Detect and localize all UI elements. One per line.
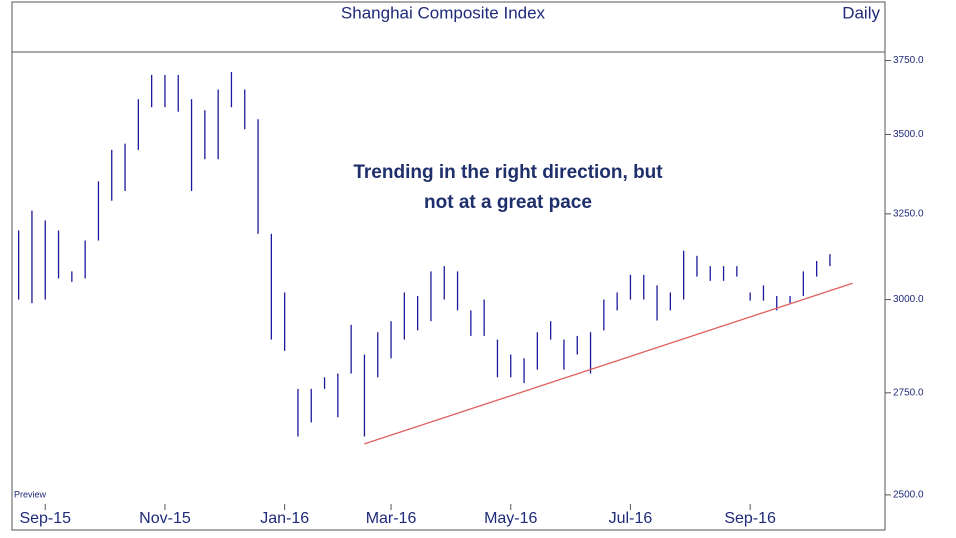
y-tick-label: 2500.0 (893, 490, 924, 501)
x-tick-label: Sep-15 (19, 510, 71, 527)
y-tick-label: 2750.0 (893, 387, 924, 398)
y-tick-label: 3250.0 (893, 208, 924, 219)
trend-line (364, 282, 853, 445)
y-tick-label: 3000.0 (893, 294, 924, 305)
y-tick-label: 3750.0 (893, 55, 924, 66)
x-tick-label: Jan-16 (260, 510, 309, 527)
x-tick-label: Jul-16 (609, 510, 653, 527)
watermark: Preview (14, 489, 47, 499)
x-tick-label: Nov-15 (139, 510, 191, 527)
chart-title: Shanghai Composite Index (341, 3, 546, 22)
y-tick-label: 3500.0 (893, 129, 924, 140)
annotation: Trending in the right direction, but (353, 162, 663, 183)
x-tick-label: May-16 (484, 510, 537, 527)
chart-subtitle: Daily (842, 3, 880, 22)
x-tick-label: Sep-16 (724, 510, 776, 527)
annotation: not at a great pace (424, 192, 592, 213)
x-tick-label: Mar-16 (366, 510, 417, 527)
frame (11, 1, 886, 531)
